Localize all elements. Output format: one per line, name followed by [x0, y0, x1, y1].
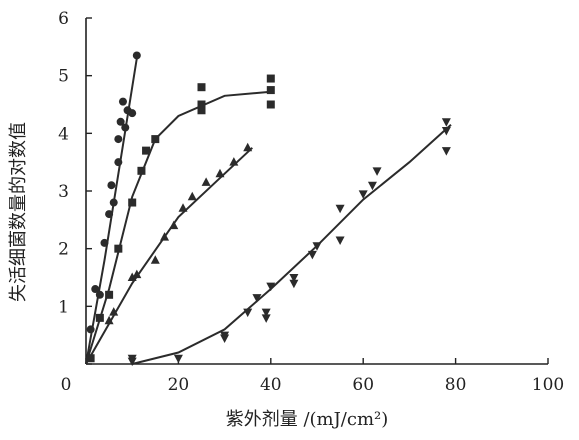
triangle-down-marker: [441, 118, 451, 127]
y-tick-label: 2: [58, 240, 69, 260]
x-tick-label: 0: [61, 375, 72, 395]
square-marker: [197, 100, 206, 109]
circle-marker: [121, 123, 130, 132]
triangle-up-marker: [229, 157, 239, 166]
circle-marker: [86, 325, 95, 334]
triangle-down-marker: [367, 181, 377, 191]
y-tick-label: 6: [58, 9, 69, 29]
circle-marker: [95, 290, 104, 299]
square-marker: [197, 106, 206, 115]
fit-line-series-2: [85, 90, 271, 365]
circle-marker: [118, 97, 127, 106]
y-tick-label: 4: [58, 124, 69, 144]
triangle-down-marker: [266, 282, 276, 292]
triangle-down-marker: [127, 354, 137, 364]
square-marker: [142, 146, 151, 155]
square-marker: [95, 313, 104, 322]
triangle-up-marker: [187, 191, 197, 201]
circle-marker: [109, 198, 118, 207]
data-markers: [86, 51, 451, 367]
triangle-up-marker: [169, 220, 179, 230]
triangle-down-marker: [335, 204, 345, 214]
triangle-up-marker: [150, 255, 160, 264]
triangle-up-marker: [243, 142, 253, 152]
circle-marker: [105, 210, 114, 219]
circle-marker: [116, 117, 125, 126]
y-tick-label: 3: [58, 182, 69, 202]
triangle-down-marker: [441, 147, 451, 156]
square-marker: [86, 354, 95, 363]
triangle-down-marker: [307, 250, 317, 260]
triangle-up-marker: [104, 315, 114, 325]
square-marker: [128, 198, 137, 207]
triangle-up-marker: [132, 269, 142, 279]
circle-marker: [132, 51, 141, 60]
triangle-up-marker: [201, 177, 211, 186]
triangle-down-marker: [220, 331, 230, 341]
square-marker: [266, 74, 275, 83]
triangle-down-marker: [372, 167, 382, 176]
square-marker: [137, 166, 146, 175]
fit-line-series-3: [85, 147, 253, 365]
x-axis-title: 紫外剂量 /(mJ/cm²): [226, 409, 389, 430]
triangle-down-marker: [261, 308, 271, 318]
fit-line-series-4: [131, 123, 452, 365]
triangle-down-marker: [261, 314, 271, 323]
square-marker: [151, 135, 160, 144]
triangle-down-marker: [243, 308, 253, 318]
axes: 0 20 40 60 80 100 1 2 3 4 5 6: [58, 9, 564, 395]
circle-marker: [114, 135, 123, 144]
circle-marker: [91, 285, 100, 294]
x-tick-label: 20: [168, 375, 190, 395]
triangle-down-marker: [173, 354, 183, 364]
x-tick-label: 40: [260, 375, 282, 395]
square-marker: [114, 244, 123, 253]
y-tick-label: 1: [58, 297, 69, 317]
triangle-down-marker: [312, 242, 322, 251]
triangle-down-marker: [289, 274, 299, 283]
triangle-up-marker: [109, 307, 119, 316]
square-marker: [105, 290, 114, 299]
square-marker: [266, 86, 275, 95]
square-marker: [266, 100, 275, 109]
triangle-down-marker: [252, 294, 262, 303]
circle-marker: [100, 238, 109, 247]
triangle-up-marker: [215, 168, 225, 178]
circle-marker: [128, 109, 137, 118]
triangle-up-marker: [160, 232, 170, 241]
circle-marker: [114, 158, 123, 167]
triangle-up-marker: [127, 272, 137, 281]
triangle-down-marker: [289, 279, 299, 289]
x-tick-label: 60: [352, 375, 374, 395]
y-axis-title: 失活细菌数量的对数值: [8, 122, 29, 302]
triangle-down-marker: [335, 236, 345, 246]
square-marker: [197, 83, 206, 92]
x-tick-label: 80: [445, 375, 467, 395]
x-tick-label: 100: [532, 375, 564, 395]
y-tick-label: 5: [58, 67, 69, 87]
triangle-up-marker: [178, 203, 188, 212]
circle-marker: [107, 181, 116, 190]
triangle-down-marker: [358, 190, 368, 199]
triangle-down-marker: [441, 126, 451, 136]
